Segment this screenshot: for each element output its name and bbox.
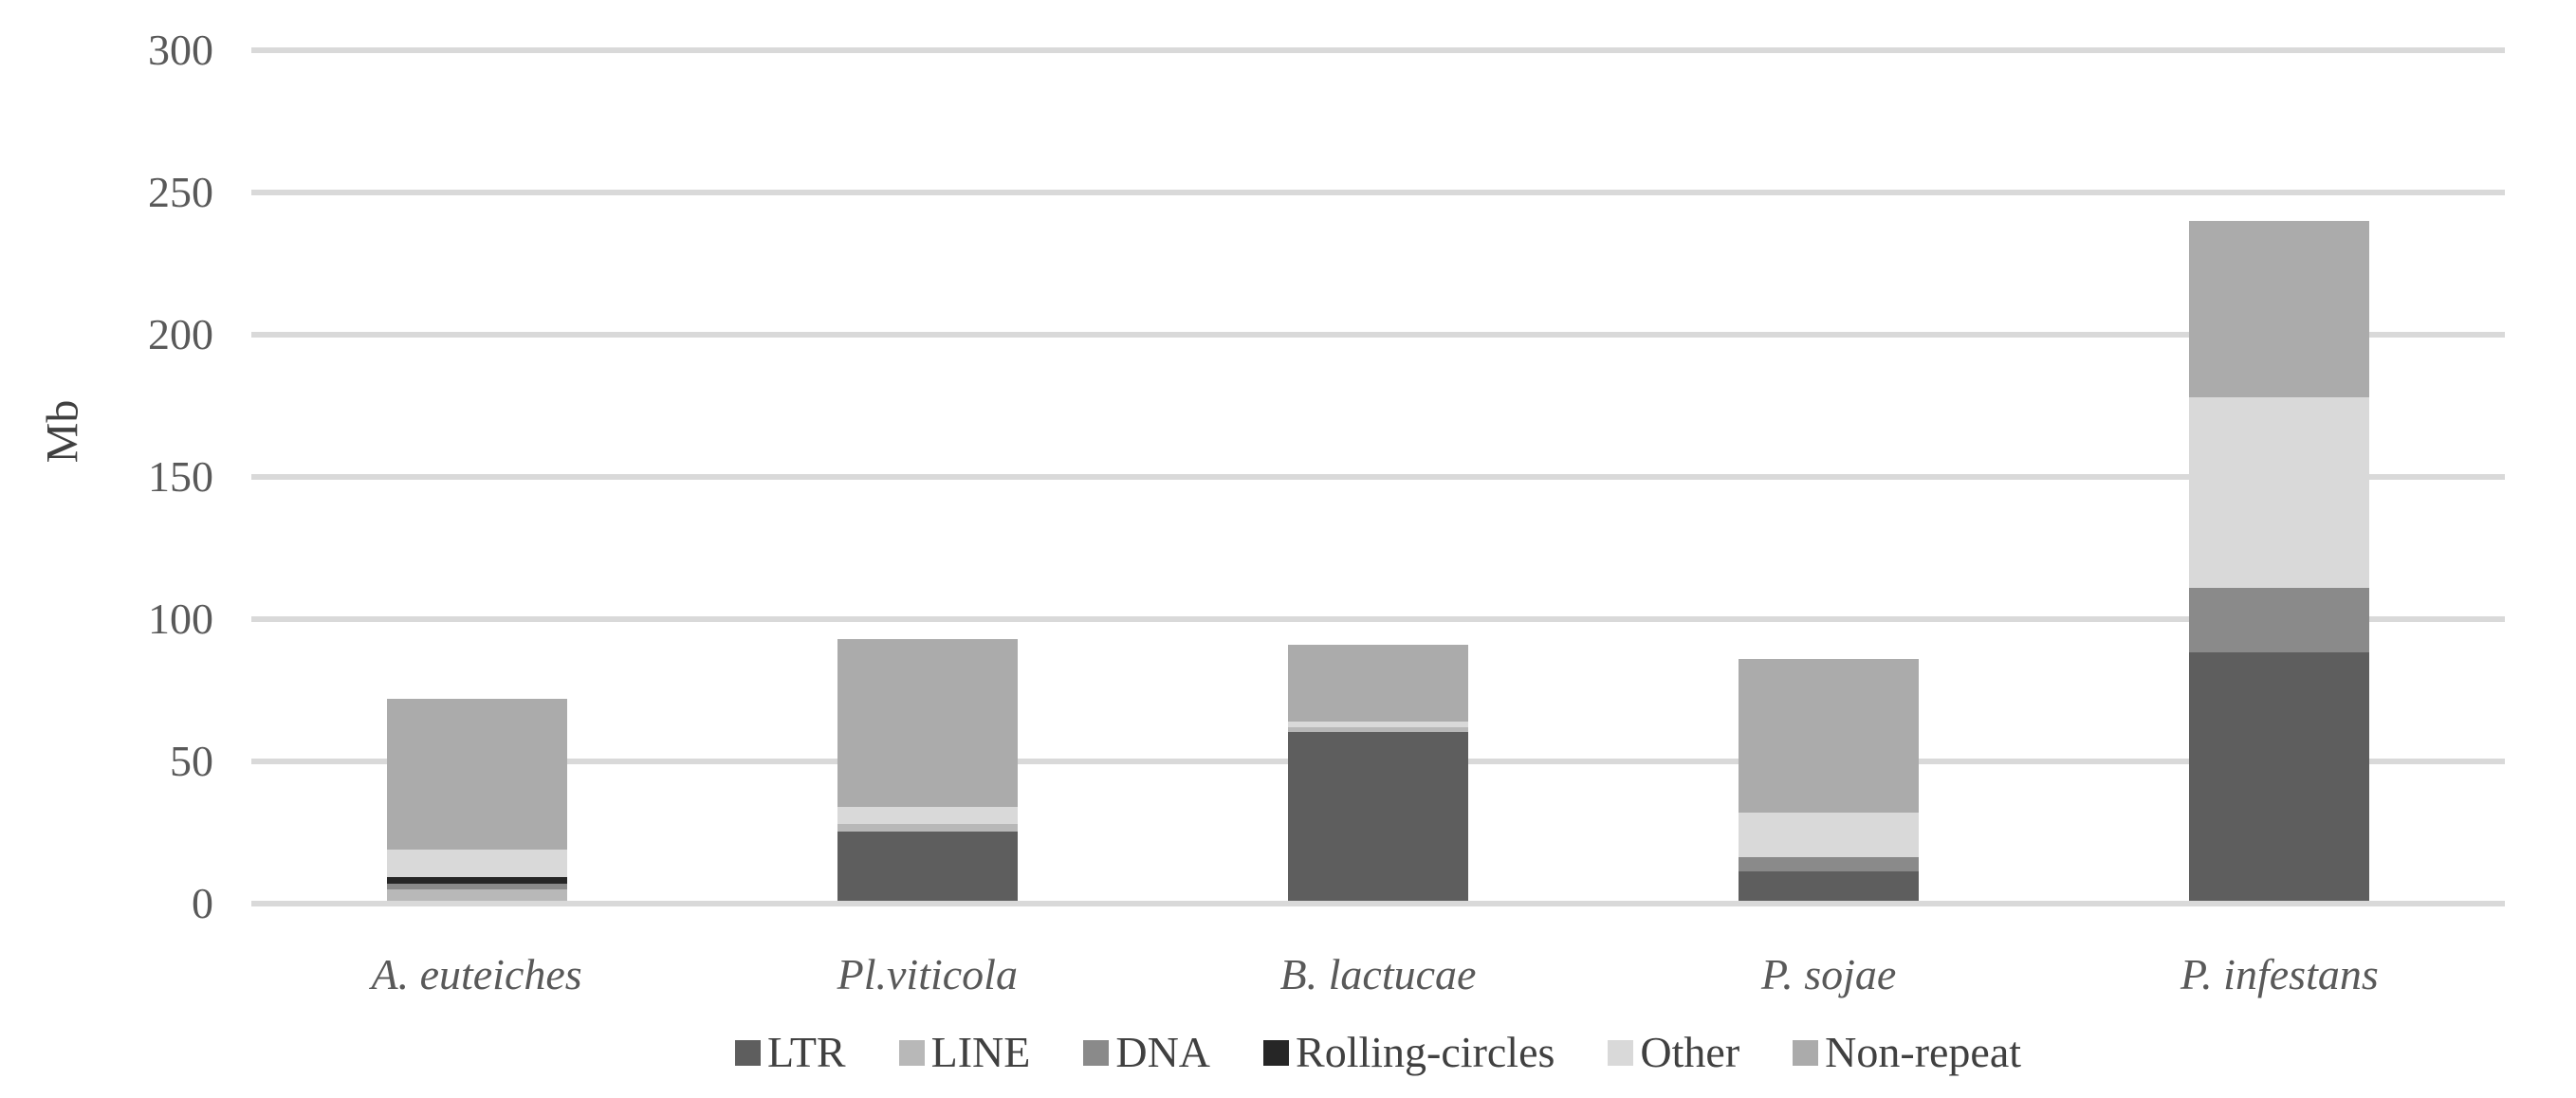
x-category-label: B. lactucae <box>1279 950 1477 998</box>
gridline <box>251 190 2505 195</box>
x-category-label: A. euteiches <box>371 950 582 998</box>
bar-segment-ltr <box>837 831 1018 904</box>
bar-p-sojae <box>1739 659 1920 904</box>
gridline <box>251 332 2505 338</box>
bar-p-infestans <box>2189 221 2370 904</box>
bar-segment-line <box>837 824 1018 832</box>
legend-swatch-icon <box>1263 1039 1290 1066</box>
bar-segment-line <box>386 889 567 903</box>
x-category-label: P. infestans <box>2180 950 2379 998</box>
bar-a-euteiches <box>386 699 567 904</box>
gridline <box>251 47 2505 53</box>
legend-swatch-icon <box>1608 1039 1634 1066</box>
legend-label: LINE <box>930 1028 1031 1076</box>
y-tick-label: 150 <box>148 452 213 501</box>
y-tick-label: 0 <box>192 879 213 927</box>
bar-segment-ltr <box>1739 870 1920 904</box>
y-tick-label: 100 <box>148 595 213 643</box>
bar-segment-ltr <box>1288 731 1468 904</box>
bar-segment-ltr <box>2189 651 2370 904</box>
bar-segment-rolling-circles <box>386 876 567 884</box>
bar-segment-dna <box>2189 588 2370 652</box>
bar-segment-other <box>837 807 1018 824</box>
bar-segment-other <box>1739 813 1920 857</box>
bar-segment-non-repeat <box>2189 221 2370 397</box>
legend-label: DNA <box>1115 1028 1211 1076</box>
bar-segment-dna <box>386 884 567 889</box>
y-tick-label: 300 <box>148 26 213 74</box>
legend-item-dna: DNA <box>1083 1027 1210 1078</box>
gridline <box>251 616 2505 622</box>
y-tick-label: 50 <box>170 737 213 785</box>
bar-segment-non-repeat <box>1739 659 1920 813</box>
bar-segment-other <box>2189 397 2370 588</box>
legend-item-rolling-circles: Rolling-circles <box>1263 1027 1555 1078</box>
bar-pl-viticola <box>837 639 1018 904</box>
x-category-label: P. sojae <box>1761 950 1897 998</box>
y-tick-label: 250 <box>148 168 213 216</box>
bar-segment-line <box>1288 727 1468 732</box>
legend-swatch-icon <box>1083 1039 1110 1066</box>
legend-label: Other <box>1640 1028 1740 1076</box>
legend-label: Rolling-circles <box>1296 1028 1555 1076</box>
legend-label: Non-repeat <box>1825 1028 2022 1076</box>
bar-segment-other <box>1288 722 1468 727</box>
legend-item-ltr: LTR <box>734 1027 846 1078</box>
bar-segment-non-repeat <box>837 639 1018 807</box>
legend-swatch-icon <box>734 1039 761 1066</box>
legend-label: LTR <box>766 1028 846 1076</box>
bar-segment-non-repeat <box>386 699 567 850</box>
x-category-label: Pl.viticola <box>837 950 1018 998</box>
legend-swatch-icon <box>1793 1039 1819 1066</box>
y-tick-label: 200 <box>148 310 213 358</box>
bar-segment-other <box>386 850 567 877</box>
bar-b-lactucae <box>1288 645 1468 904</box>
legend-swatch-icon <box>898 1039 925 1066</box>
gridline <box>251 474 2505 480</box>
bar-segment-dna <box>1739 856 1920 871</box>
bar-segment-non-repeat <box>1288 645 1468 722</box>
legend-item-non-repeat: Non-repeat <box>1793 1027 2021 1078</box>
legend: LTR LINE DNA Rolling-circles Other Non-repeat <box>251 1024 2505 1081</box>
x-axis-line <box>251 901 2505 906</box>
legend-item-other: Other <box>1608 1027 1739 1078</box>
legend-item-line: LINE <box>898 1027 1031 1078</box>
